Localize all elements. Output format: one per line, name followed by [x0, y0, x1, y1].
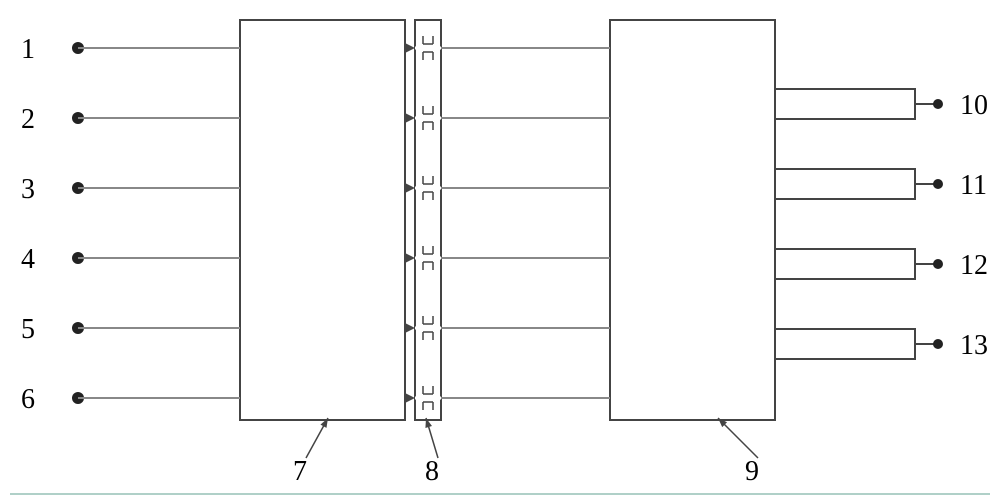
rail-connector — [415, 316, 441, 340]
output-terminal-dot — [933, 259, 943, 269]
input-label: 2 — [21, 104, 35, 135]
rail-connector — [415, 386, 441, 410]
output-stub — [775, 89, 915, 119]
arrowhead-into-rail — [405, 253, 415, 263]
arrowhead-into-rail — [405, 323, 415, 333]
ref-9-label: 9 — [745, 456, 759, 487]
rail-connector — [415, 106, 441, 130]
arrowhead-into-rail — [405, 43, 415, 53]
arrowhead-into-rail — [405, 113, 415, 123]
output-label: 12 — [960, 250, 988, 281]
arrowhead-into-rail — [405, 183, 415, 193]
rail-connector — [415, 246, 441, 270]
block-7 — [240, 20, 405, 420]
input-label: 1 — [21, 34, 35, 65]
output-stub — [775, 169, 915, 199]
output-label: 11 — [960, 170, 987, 201]
input-label: 5 — [21, 314, 35, 345]
rail-connector — [415, 36, 441, 60]
rail-connector — [415, 176, 441, 200]
output-terminal-dot — [933, 179, 943, 189]
input-label: 4 — [21, 244, 35, 275]
output-label: 10 — [960, 90, 988, 121]
input-label: 3 — [21, 174, 35, 205]
output-stub — [775, 249, 915, 279]
ref-8-label: 8 — [425, 456, 439, 487]
block-8-rail — [415, 20, 441, 420]
output-terminal-dot — [933, 339, 943, 349]
output-label: 13 — [960, 330, 988, 361]
output-stub — [775, 329, 915, 359]
block-9 — [610, 20, 775, 420]
input-label: 6 — [21, 384, 35, 415]
arrowhead-into-rail — [405, 393, 415, 403]
output-terminal-dot — [933, 99, 943, 109]
ref-7-label: 7 — [293, 456, 307, 487]
